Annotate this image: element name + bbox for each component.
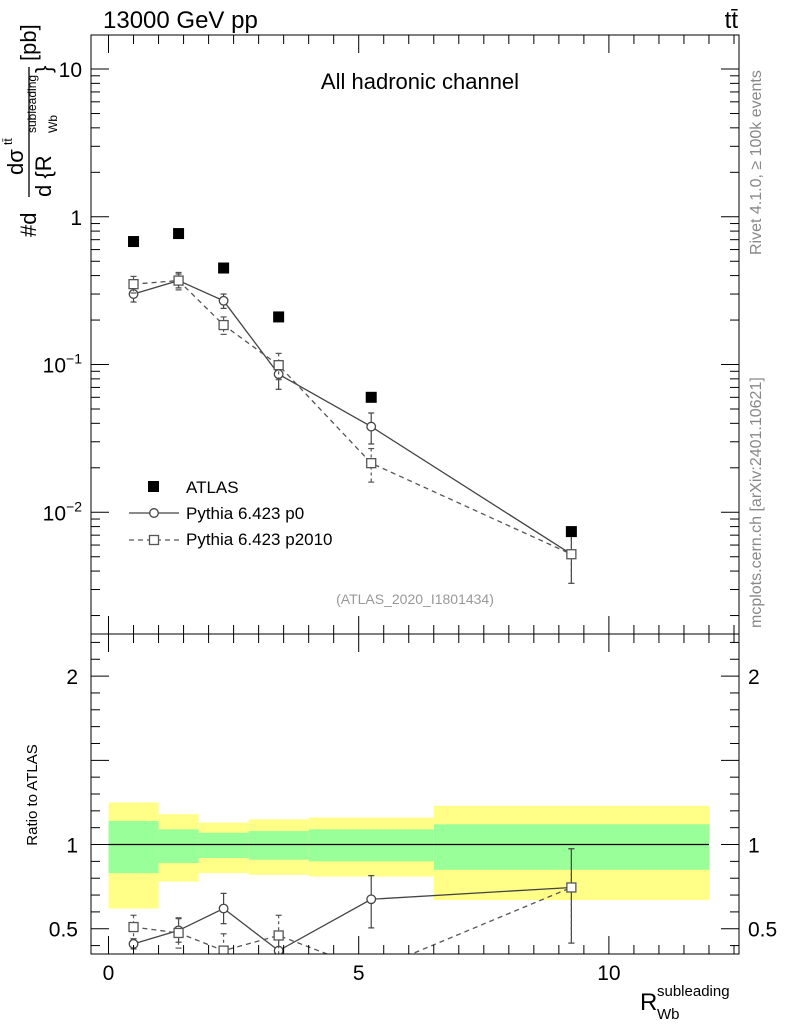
mcplots-label: mcplots.cern.ch [arXiv:2401.10621] — [748, 377, 765, 628]
main-line-0 — [133, 279, 572, 555]
header-left: 13000 GeV pp — [103, 7, 258, 34]
main-ytick-label-2: 1 — [70, 207, 82, 230]
ratio-point-1-1 — [173, 927, 184, 939]
ylabel-denominator-close: } — [31, 66, 56, 73]
main-ytick-base-0: 10 — [43, 502, 66, 525]
ylabel-denominator-sup: subleading — [25, 75, 39, 133]
data-point-2 — [218, 262, 230, 274]
ratio-point-1-4 — [367, 966, 376, 975]
main-ytick-exp-0: −2 — [66, 498, 82, 514]
ratio-ytick-label-r-0: 0.5 — [748, 919, 777, 942]
ratio-ytick-label-r-2: 2 — [748, 666, 760, 689]
xtick-label-2: 10 — [597, 962, 620, 985]
ratio-ytick-label-l-2: 2 — [66, 666, 78, 689]
data-point-5 — [565, 526, 577, 538]
legend-p0-marker — [149, 508, 159, 518]
main-ytick-label-0: 10−2 — [43, 498, 83, 525]
xlabel-sub: Wb — [657, 1006, 680, 1023]
xtick-label-1: 5 — [353, 962, 365, 985]
legend-atlas-label: ATLAS — [186, 478, 239, 497]
main-point-1-1 — [173, 275, 184, 286]
xlabel-main: R — [640, 989, 657, 1016]
main-ytick-base-1: 10 — [43, 355, 66, 378]
ratio-xlabel: R subleading Wb — [640, 983, 730, 1023]
xlabel-sup: subleading — [657, 983, 730, 1000]
band-inner-1 — [158, 829, 199, 864]
ratio-panel: 0 5 10 0.5 0.5 1 1 2 2 Ratio to ATLAS R subleadi… — [24, 633, 777, 1023]
chart-title: All hadronic channel — [321, 69, 519, 94]
ratio-line-1 — [133, 886, 572, 954]
main-ytick-exp-1: −1 — [66, 351, 82, 367]
main-marks — [128, 228, 577, 585]
ratio-line-0 — [133, 886, 572, 952]
ylabel-denominator: d {R — [31, 155, 56, 197]
legend: ATLAS Pythia 6.423 p0 Pythia 6.423 p2010 — [129, 478, 333, 549]
band-inner-3 — [248, 831, 309, 860]
ratio-point-1-2 — [218, 945, 229, 954]
ylabel-numerator-sup: tt̄ — [1, 138, 15, 145]
data-point-3 — [273, 311, 285, 323]
xtick-label-0: 0 — [103, 962, 115, 985]
ratio-point-1-3 — [273, 930, 284, 941]
ratio-point-1-0 — [128, 921, 139, 933]
main-point-1-2 — [218, 319, 229, 331]
header-right: tt̄ — [725, 7, 739, 34]
band-inner-4 — [308, 829, 434, 862]
ratio-ylabel: Ratio to ATLAS — [24, 744, 41, 845]
ratio-frame — [90, 633, 740, 955]
main-ytick-label-3: 10 — [59, 59, 82, 82]
legend-p2010-marker — [148, 534, 160, 546]
analysis-label: (ATLAS_2020_I1801434) — [336, 591, 494, 607]
ylabel-unit: [pb] — [16, 24, 41, 61]
data-point-4 — [365, 391, 377, 403]
legend-p0-label: Pythia 6.423 p0 — [186, 504, 304, 523]
ratio-point-0-4 — [366, 894, 377, 905]
ylabel-numerator: dσ — [3, 149, 28, 175]
ratio-ytick-label-l-0: 0.5 — [49, 919, 78, 942]
rivet-label: Rivet 4.1.0, ≥ 100k events — [748, 70, 765, 255]
main-point-0-2 — [218, 295, 229, 306]
ratio-ytick-label-r-1: 1 — [748, 835, 760, 858]
main-ytick-label-1: 10−1 — [43, 351, 83, 378]
ylabel-denominator-sub: Wb — [46, 115, 60, 133]
main-point-0-4 — [366, 421, 377, 432]
ratio-ytick-label-l-1: 1 — [66, 835, 78, 858]
data-point-1 — [173, 228, 185, 240]
main-point-1-4 — [366, 458, 377, 469]
main-point-1-0 — [128, 278, 139, 290]
ratio-ticks: 0 5 10 0.5 0.5 1 1 2 2 — [49, 634, 777, 985]
data-point-0 — [128, 236, 140, 248]
main-point-1-3 — [273, 360, 284, 371]
band-inner-2 — [198, 832, 249, 858]
main-ylabel: #d dσ tt̄ d {R subleading Wb } [pb] — [1, 24, 60, 237]
legend-atlas-marker — [148, 481, 159, 492]
ratio-point-0-2 — [218, 903, 229, 914]
ratio-marks — [108, 802, 709, 975]
ylabel-prefix: #d — [16, 213, 41, 237]
band-inner-0 — [108, 820, 159, 874]
main-point-1-5 — [566, 549, 577, 560]
main-line-1 — [133, 279, 572, 555]
legend-p2010-label: Pythia 6.423 p2010 — [186, 530, 333, 549]
ratio-point-1-5 — [566, 882, 577, 893]
